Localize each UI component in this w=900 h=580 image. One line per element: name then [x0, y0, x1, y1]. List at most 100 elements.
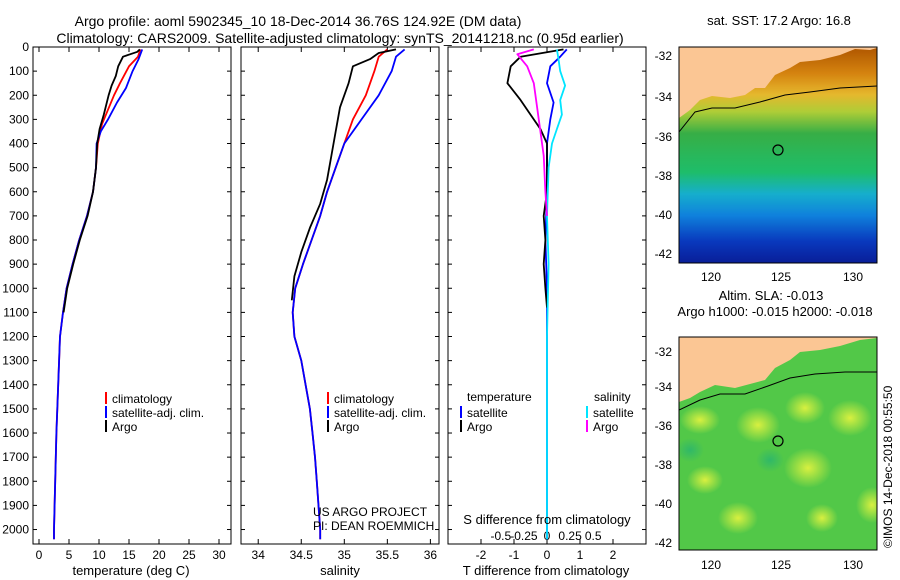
series-line-climatology — [291, 48, 388, 540]
sst-lon-label: 120 — [701, 270, 721, 284]
credit-project: US ARGO PROJECT — [313, 505, 428, 519]
pressure-tick-label: 500 — [9, 161, 29, 175]
pressure-tick-label: 0 — [22, 40, 29, 54]
sst-lon-label: 125 — [771, 270, 791, 284]
sla-lon-label: 130 — [843, 558, 863, 572]
x-tick-label: 25 — [182, 548, 196, 562]
sla-anomaly — [718, 502, 758, 534]
series-line-satellite-adj-clim- — [53, 49, 144, 540]
credit-pi: PI: DEAN ROEMMICH — [313, 519, 434, 533]
x-tick-label: 34.5 — [290, 548, 314, 562]
sla-anomaly — [784, 448, 832, 488]
pressure-tick-label: 300 — [9, 112, 29, 126]
x-tick-label: 5 — [66, 548, 73, 562]
salinity-series — [290, 48, 406, 540]
temperature-series — [53, 48, 144, 540]
sla-anomaly — [756, 448, 784, 472]
x-tick-label-salinity: 0.25 — [558, 529, 582, 543]
sla-lat-label: -42 — [655, 536, 673, 550]
sst-lat-label: -32 — [655, 49, 673, 63]
sst-lat-label: -38 — [655, 169, 673, 183]
legend-label-argo: Argo — [334, 420, 360, 434]
sst-lat-label: -42 — [655, 247, 673, 261]
series-line-argo — [62, 48, 141, 313]
salinity-panel-frame — [240, 46, 440, 545]
legend-label-satellite: satellite-adj. clim. — [112, 406, 204, 420]
sla-lat-label: -32 — [655, 345, 673, 359]
sla-map-title-line1: Altim. SLA: -0.013 — [719, 288, 824, 303]
difference-x-label: T difference from climatology — [463, 563, 630, 578]
x-tick-label-salinity: 0.5 — [585, 529, 602, 543]
x-tick-label: 34 — [252, 548, 266, 562]
series-line-t-argo — [506, 48, 564, 308]
series-line-s-satellite — [546, 49, 566, 540]
x-tick-label: 35.5 — [376, 548, 400, 562]
pressure-tick-label: 1700 — [2, 450, 29, 464]
sst-lat-label: -40 — [655, 208, 673, 222]
sla-lon-label: 125 — [771, 558, 791, 572]
salinity-x-label: salinity — [320, 563, 360, 578]
pressure-tick-label: 100 — [9, 64, 29, 78]
pressure-tick-label: 1500 — [2, 402, 29, 416]
difference-legend: temperature satellite Argo salinity sate… — [460, 390, 634, 434]
legend-label-s-satellite: satellite — [593, 406, 634, 420]
sla-map-frame — [678, 336, 878, 551]
pressure-tick-label: 600 — [9, 185, 29, 199]
series-line-satellite-adj-clim- — [291, 48, 406, 540]
salinity-x-ticks: 34 34.5 35 35.5 36 — [252, 47, 438, 562]
sst-lat-label: -34 — [655, 90, 673, 104]
x-tick-label: -2 — [476, 548, 487, 562]
sla-anomaly — [856, 487, 877, 523]
x-tick-label: 30 — [212, 548, 226, 562]
sla-anomaly — [680, 406, 720, 434]
sla-argo-marker — [772, 435, 784, 447]
x-tick-label-salinity: -0.25 — [510, 529, 538, 543]
sla-anomaly — [687, 466, 723, 494]
legend-label-t-satellite: satellite — [467, 406, 508, 420]
sla-lat-label: -36 — [655, 419, 673, 433]
sla-lon-ticks: 120 125 130 — [701, 558, 863, 572]
pressure-tick-label: 700 — [9, 209, 29, 223]
pressure-tick-label: 1800 — [2, 474, 29, 488]
x-tick-label: 1 — [577, 548, 584, 562]
legend-label-argo: Argo — [112, 420, 138, 434]
pressure-tick-label: 800 — [9, 233, 29, 247]
sla-lat-label: -34 — [655, 380, 673, 394]
sla-lat-ticks: -32 -34 -36 -38 -40 -42 — [655, 345, 673, 550]
x-tick-label-salinity: -0.5 — [490, 529, 511, 543]
difference-series — [506, 48, 568, 540]
sla-land — [679, 337, 877, 402]
legend-title-temperature: temperature — [467, 390, 532, 404]
imos-stamp: ©IMOS 14-Dec-2018 00:55:50 — [881, 385, 895, 548]
sla-lon-label: 120 — [701, 558, 721, 572]
temperature-legend: climatology satellite-adj. clim. Argo — [105, 392, 204, 434]
sla-anomaly — [736, 407, 780, 443]
x-tick-label: 35 — [338, 548, 352, 562]
x-tick-label: 36 — [424, 548, 438, 562]
sst-lon-ticks: 120 125 130 — [701, 270, 863, 284]
sst-lon-label: 130 — [843, 270, 863, 284]
legend-label-s-argo: Argo — [593, 420, 619, 434]
pressure-tick-label: 1000 — [2, 281, 29, 295]
pressure-tick-label: 1400 — [2, 378, 29, 392]
temperature-x-ticks: 0 5 10 15 20 25 30 — [36, 47, 226, 562]
sst-contour — [679, 85, 877, 133]
legend-label-t-argo: Argo — [467, 420, 493, 434]
x-tick-label: 0 — [36, 548, 43, 562]
sst-map-title: sat. SST: 17.2 Argo: 16.8 — [707, 13, 851, 28]
figure-title-line2: Climatology: CARS2009. Satellite-adjuste… — [56, 30, 623, 46]
temperature-x-label: temperature (deg C) — [72, 563, 189, 578]
legend-label-climatology: climatology — [112, 392, 172, 406]
legend-label-climatology: climatology — [334, 392, 394, 406]
sst-argo-marker — [772, 144, 784, 156]
pressure-tick-label: 1300 — [2, 354, 29, 368]
pressure-tick-label: 400 — [9, 137, 29, 151]
sst-map-frame — [678, 46, 878, 264]
sla-contour — [679, 371, 877, 411]
temperature-panel-frame — [32, 46, 232, 545]
pressure-tick-label: 900 — [9, 257, 29, 271]
sst-map — [679, 47, 877, 263]
pressure-tick-label: 1900 — [2, 498, 29, 512]
sst-land — [679, 47, 877, 118]
